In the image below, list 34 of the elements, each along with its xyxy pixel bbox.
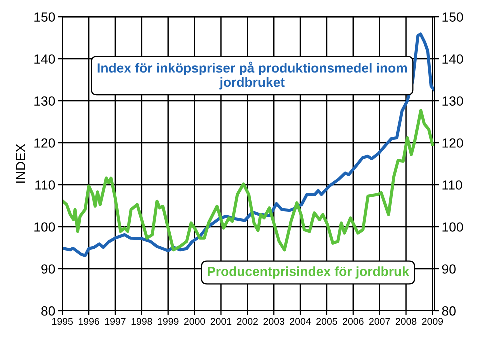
y2-tick-label: 80 <box>442 306 456 316</box>
y2-tick-label: 140 <box>442 54 464 64</box>
y2-tick-label: 110 <box>442 180 462 190</box>
x-tick-label: 2000 <box>184 318 206 326</box>
x-tick-label: 1997 <box>105 318 126 326</box>
x-tick-label: 2003 <box>264 318 284 326</box>
y2-tick-label: 130 <box>442 96 464 106</box>
x-tick-label: 2009 <box>422 318 444 326</box>
series-label: Index för inköpspriser på produktionsmedel inom jordbruket <box>98 62 408 90</box>
x-tick-label: 1998 <box>132 318 152 326</box>
x-tick-label: 2008 <box>396 318 417 326</box>
x-tick-label: 2002 <box>237 318 258 326</box>
y-tick-label: 130 <box>34 96 56 106</box>
x-tick-label: 1995 <box>52 318 74 326</box>
x-tick-label: 2007 <box>370 318 390 326</box>
y-axis-title: INDEX <box>16 144 26 183</box>
y-tick-label: 90 <box>42 264 56 274</box>
y-tick-label: 100 <box>34 222 56 232</box>
y2-tick-label: 150 <box>442 12 464 22</box>
y-tick-label: 150 <box>34 12 56 22</box>
y2-tick-label: 90 <box>442 264 456 274</box>
y-tick-label: 110 <box>36 180 56 190</box>
x-tick-label: 1999 <box>158 318 179 326</box>
x-tick-label: 1996 <box>78 318 100 326</box>
text: Producentprisindex för jordbruk <box>208 266 410 279</box>
x-tick-label: 2006 <box>343 318 364 326</box>
y-tick-label: 120 <box>34 138 56 148</box>
x-tick-label: 2005 <box>316 318 338 326</box>
y2-tick-label: 100 <box>442 222 464 232</box>
x-tick-label: 2004 <box>290 318 312 326</box>
y-tick-label: 80 <box>42 306 56 316</box>
x-tick-label: 2001 <box>210 318 232 326</box>
y-tick-label: 140 <box>34 54 56 64</box>
y2-tick-label: 120 <box>442 138 464 148</box>
